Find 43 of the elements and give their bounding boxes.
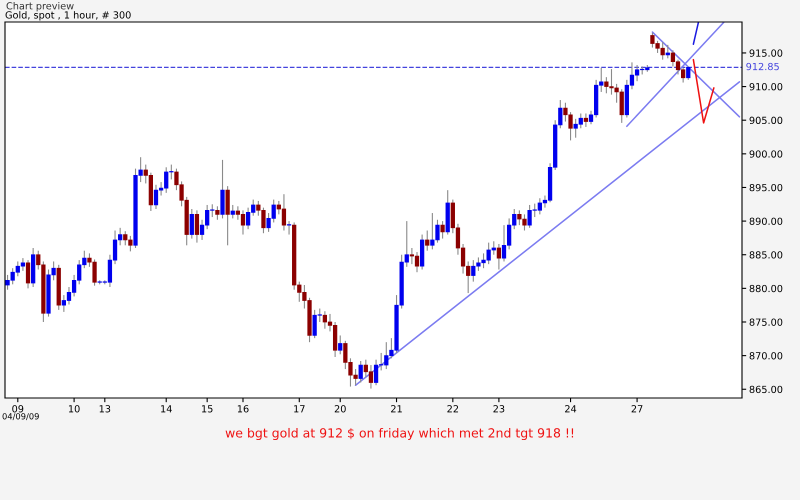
candlestick [338, 334, 342, 355]
candlestick [358, 360, 363, 384]
x-tick-label: 21 [391, 405, 402, 412]
y-tick-label: 895.00 [750, 184, 782, 192]
candlestick [686, 66, 690, 80]
chart-title: Gold, spot , 1 hour, # 300 [6, 11, 131, 20]
x-tick-label: 22 [447, 405, 458, 412]
candlestick [425, 230, 430, 252]
candlestick [666, 44, 670, 59]
x-tick-label: 13 [100, 405, 110, 412]
y-tick-label: 870.00 [750, 352, 782, 360]
text: Chart preview [6, 2, 74, 12]
ref-line-label: 912.85 [746, 62, 779, 70]
candlestick [194, 210, 200, 244]
x-tick-label: 20 [334, 405, 346, 412]
candlestick [584, 112, 588, 128]
candlestick [215, 206, 220, 220]
candlestick [230, 204, 235, 219]
x-tick-label: 10 [68, 405, 80, 412]
y-tick-label: 885.00 [750, 251, 782, 259]
y-tick-label: 910.00 [750, 83, 782, 90]
text: we bgt gold at 912 $ on friday which met 2nd tgt 918 !! [226, 428, 574, 440]
x-tick-label: 23 [493, 405, 504, 412]
x-tick-label: 15 [202, 405, 212, 412]
y-tick-label: 900.00 [750, 150, 782, 158]
x-tick-label: 24 [565, 405, 576, 412]
x-tick-label: 09 [12, 405, 24, 412]
candlestick [286, 220, 292, 236]
x-tick-label: 14 [161, 405, 172, 412]
x-tick-label: 16 [238, 405, 249, 412]
y-tick-label: 875.00 [750, 318, 782, 326]
y-tick-label: 865.00 [750, 386, 782, 394]
x-tick-label: 27 [632, 405, 642, 412]
y-tick-label: 915.00 [750, 49, 782, 57]
x-tick-label: 17 [294, 405, 305, 412]
y-tick-label: 890.00 [750, 218, 782, 225]
y-tick-label: 880.00 [750, 284, 782, 292]
candlestick [440, 220, 445, 240]
text: 04/09/09 [2, 413, 39, 420]
candlestick [26, 260, 30, 289]
y-tick-label: 905.00 [750, 116, 782, 124]
candlestick [190, 208, 194, 240]
candlestick [496, 243, 502, 270]
